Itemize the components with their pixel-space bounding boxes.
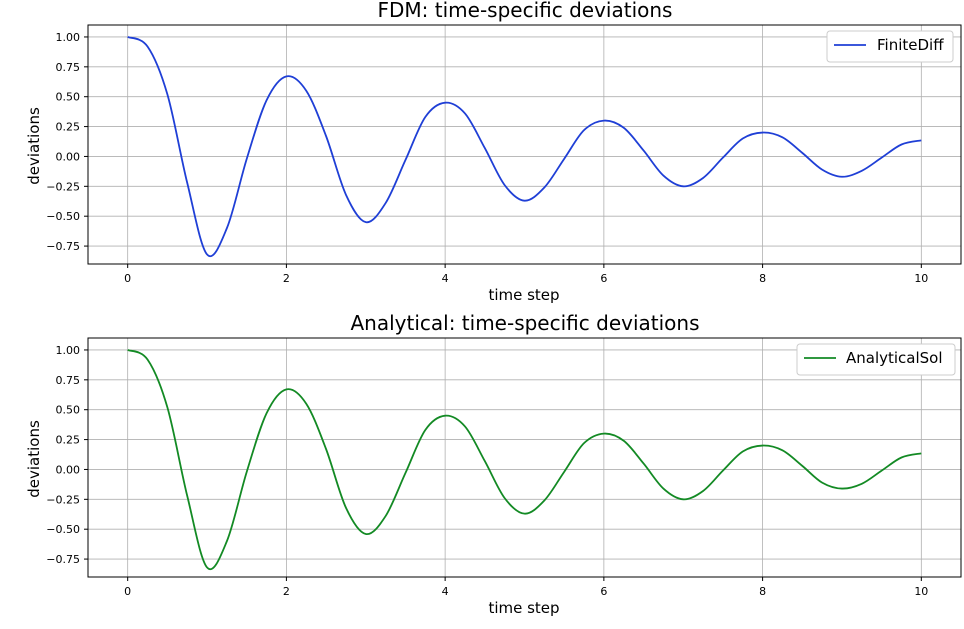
chart-panel-fdm: FDM: time-specific deviations 0 2 4 6 8 10 1.0… [25, 0, 962, 304]
x-tick-label: 8 [759, 272, 766, 285]
x-tick-label: 8 [759, 585, 766, 598]
y-tick-label: 0.75 [56, 61, 81, 74]
y-tick-label: −0.50 [46, 523, 80, 536]
series-line-finitediff [127, 36, 922, 258]
y-tick-label: −0.75 [46, 240, 80, 253]
y-tick-label: 0.50 [56, 91, 81, 104]
y-tick-label: 0.25 [56, 121, 81, 134]
legend-label-analyticalsol: AnalyticalSol [846, 349, 943, 367]
x-axis-label: time step [488, 286, 559, 304]
y-tick-label: 1.00 [56, 31, 81, 44]
plot-area-frame [87, 337, 962, 578]
x-tick-label: 2 [283, 272, 290, 285]
x-tick-label: 10 [914, 272, 928, 285]
x-tick-label: 4 [442, 585, 449, 598]
x-tick-label: 6 [600, 272, 607, 285]
chart-title: Analytical: time-specific deviations [350, 311, 699, 335]
x-tick-label: 0 [124, 272, 131, 285]
y-tick-label: 0.25 [56, 434, 81, 447]
legend-box [796, 343, 956, 376]
chart-panel-analytical: Analytical: time-specific deviations 0 2 4… [25, 311, 962, 617]
y-axis-label: deviations [25, 420, 43, 498]
legend-label-finitediff: FiniteDiff [877, 36, 944, 54]
tick-labels: 0 2 4 6 8 10 1.00 0.75 0.50 0.25 0.00 −0.25 −0.50 −0.… [46, 344, 928, 598]
legend: AnalyticalSol [796, 343, 956, 376]
y-tick-label: 0.00 [56, 150, 81, 163]
y-tick-label: 0.75 [56, 374, 81, 387]
y-tick-label: −0.25 [46, 180, 80, 193]
x-tick-label: 2 [283, 585, 290, 598]
y-tick-label: −0.50 [46, 210, 80, 223]
grid [88, 338, 961, 577]
y-tick-label: 1.00 [56, 344, 81, 357]
tick-labels: 0 2 4 6 8 10 1.00 0.75 0.50 0.25 0.00 −0.25 −0.50 −0.… [46, 31, 928, 285]
y-tick-label: 0.00 [56, 463, 81, 476]
series-line-analyticalsol [127, 349, 922, 571]
legend: FiniteDiff [826, 30, 954, 63]
x-tick-label: 4 [442, 272, 449, 285]
y-axis-label: deviations [25, 107, 43, 185]
y-tick-label: 0.50 [56, 404, 81, 417]
chart-title: FDM: time-specific deviations [378, 0, 673, 22]
x-tick-label: 10 [914, 585, 928, 598]
x-axis-label: time step [488, 599, 559, 617]
plot-area-frame [87, 24, 962, 265]
x-tick-label: 6 [600, 585, 607, 598]
x-tick-label: 0 [124, 585, 131, 598]
legend-box [826, 30, 954, 63]
y-tick-label: −0.75 [46, 553, 80, 566]
y-tick-label: −0.25 [46, 493, 80, 506]
grid [88, 25, 961, 264]
